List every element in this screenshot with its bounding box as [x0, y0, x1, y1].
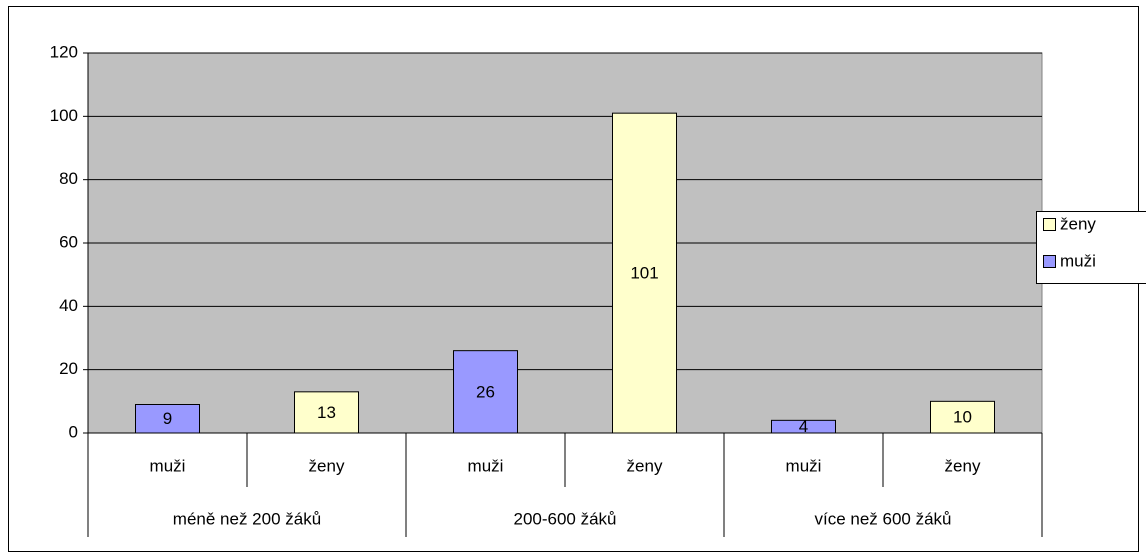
legend-swatch: [1043, 255, 1056, 268]
bar: [612, 112, 677, 434]
data-label: 4: [799, 417, 808, 436]
legend-label: ženy: [1060, 214, 1096, 233]
bar: [930, 400, 995, 434]
x-tick-label: muži: [468, 456, 504, 475]
data-label: 26: [476, 382, 495, 401]
y-tick-label: 40: [59, 296, 78, 315]
group-label: 200-600 žáků: [513, 509, 616, 528]
y-tick-label: 0: [69, 422, 78, 441]
legend-swatch: [1043, 218, 1056, 231]
y-tick-label: 100: [50, 106, 78, 125]
data-label: 9: [163, 409, 172, 428]
legend-label: muži: [1060, 251, 1096, 270]
group-label: více než 600 žáků: [814, 509, 951, 528]
x-tick-label: ženy: [945, 456, 981, 475]
bar: [453, 350, 518, 434]
y-tick-label: 20: [59, 359, 78, 378]
y-tick-label: 120: [50, 42, 78, 61]
data-label: 13: [317, 403, 336, 422]
y-tick-label: 80: [59, 169, 78, 188]
y-tick-label: 60: [59, 232, 78, 251]
x-tick-label: muži: [150, 456, 186, 475]
bar: [294, 391, 359, 434]
bar: [771, 419, 836, 434]
bar: [135, 404, 200, 434]
x-tick-label: ženy: [309, 456, 345, 475]
data-label: 101: [630, 264, 658, 283]
x-tick-label: ženy: [627, 456, 663, 475]
data-label: 10: [953, 408, 972, 427]
group-label: méně než 200 žáků: [173, 509, 321, 528]
x-tick-label: muži: [786, 456, 822, 475]
